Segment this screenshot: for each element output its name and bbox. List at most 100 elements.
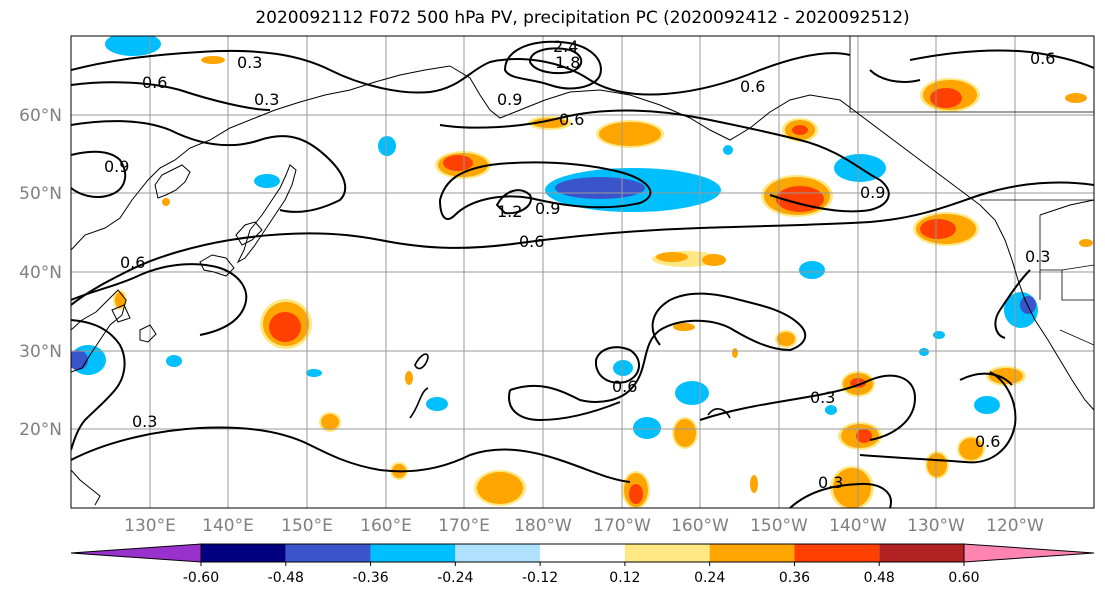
shade-negative <box>974 396 1000 414</box>
colorbar-bin <box>709 544 795 562</box>
colorbar-tick-label: 0.24 <box>694 570 725 586</box>
shade-positive-strong <box>792 125 808 135</box>
shade-positive <box>405 371 413 385</box>
contour-label: 0.3 <box>237 53 262 72</box>
lat-label: 40°N <box>19 263 62 283</box>
contour-label: 0.6 <box>120 253 145 272</box>
shade-positive <box>162 198 170 206</box>
colorbar-tick-label: 0.60 <box>948 570 979 586</box>
shade-positive <box>927 453 947 477</box>
shade-positive <box>321 414 339 430</box>
shade-positive-strong <box>930 88 962 108</box>
lat-label: 50°N <box>19 184 62 204</box>
shade-positive <box>532 118 568 128</box>
pv-contours <box>71 40 1094 508</box>
colorbar-extension-high <box>963 543 1095 563</box>
shade-positive <box>477 472 523 504</box>
shade-positive <box>656 252 688 262</box>
colorbar-tick-label: -0.12 <box>522 570 558 586</box>
lon-label: 160°W <box>671 516 729 536</box>
lat-axis: 60°N 50°N 40°N 30°N 20°N <box>19 106 62 440</box>
shade-negative-strong <box>555 177 645 199</box>
colorbar-tick-label: 0.36 <box>779 570 810 586</box>
colorbar-bin <box>201 544 286 562</box>
lon-label: 170°E <box>438 516 490 536</box>
lon-label: 170°W <box>593 516 651 536</box>
shade-positive-strong <box>629 484 643 504</box>
contour-label: 0.6 <box>519 232 544 251</box>
contour-label: 0.9 <box>497 90 522 109</box>
coastlines <box>71 65 1094 506</box>
colorbar-outline <box>200 543 965 563</box>
shade-negative <box>633 417 661 439</box>
lon-label: 150°W <box>750 516 808 536</box>
shade-negative <box>378 136 396 156</box>
shade-negative <box>254 174 280 188</box>
shade-negative <box>166 355 182 367</box>
lon-label: 130°W <box>907 516 965 536</box>
contour-label: 2.4 <box>553 37 578 56</box>
colorbar-bin <box>285 544 371 562</box>
shade-positive <box>599 122 661 146</box>
contour-label: 0.9 <box>535 199 560 218</box>
colorbar-bin <box>540 544 625 562</box>
contour-label: 0.6 <box>142 73 167 92</box>
contour-label: 0.6 <box>1030 49 1055 68</box>
contour-label: 0.6 <box>559 110 584 129</box>
contour-label: 0.3 <box>254 90 279 109</box>
colorbar-bin <box>624 544 710 562</box>
shade-positive-strong <box>443 155 473 171</box>
lon-label: 120°W <box>986 516 1044 536</box>
shade-positive <box>674 419 696 447</box>
shade-positive <box>959 438 983 460</box>
contour-label: 0.9 <box>104 157 129 176</box>
shade-positive <box>732 348 738 358</box>
contour-labels: 0.3 0.6 0.3 0.9 0.6 0.6 1.8 2.4 0.9 0.6 … <box>104 37 1055 492</box>
lat-label: 20°N <box>19 420 62 440</box>
shade-positive <box>702 254 726 266</box>
lon-label: 140°W <box>829 516 887 536</box>
shade-positive <box>989 368 1023 384</box>
chart-title: 2020092112 F072 500 hPa PV, precipitatio… <box>255 8 910 28</box>
contour-label: 0.6 <box>740 77 765 96</box>
colorbar-tick-label: -0.36 <box>352 570 388 586</box>
shade-positive <box>777 332 795 346</box>
lon-label: 140°E <box>202 516 254 536</box>
shade-positive <box>673 323 695 331</box>
shade-positive-strong <box>269 312 301 342</box>
colorbar-bin <box>455 544 541 562</box>
lon-label: 130°E <box>124 516 176 536</box>
colorbar: -0.60 -0.48 -0.36 -0.24 -0.12 0.12 0.24 0.36 0.4… <box>70 543 1095 586</box>
shade-positive <box>750 475 758 493</box>
shade-negative <box>426 397 448 411</box>
contour-label: 0.6 <box>975 432 1000 451</box>
shade-positive <box>1079 239 1093 247</box>
lat-label: 30°N <box>19 342 62 362</box>
lat-label: 60°N <box>19 106 62 126</box>
colorbar-bin <box>370 544 456 562</box>
contour-label: 0.3 <box>1025 247 1050 266</box>
shade-negative <box>799 261 825 279</box>
lon-axis: 130°E 140°E 150°E 160°E 170°E 180°W 170°… <box>124 516 1044 536</box>
shade-negative <box>933 331 945 339</box>
shade-positive <box>201 56 225 64</box>
contour-label: 0.3 <box>132 412 157 431</box>
colorbar-tick-label: -0.48 <box>268 570 304 586</box>
shade-negative <box>723 145 733 155</box>
shade-positive <box>1065 93 1087 103</box>
colorbar-tick-label: 0.48 <box>864 570 895 586</box>
contour-label: 0.6 <box>612 377 637 396</box>
contour-label: 0.9 <box>860 183 885 202</box>
lon-label: 160°E <box>360 516 412 536</box>
colorbar-bin <box>879 544 964 562</box>
contour-label: 0.3 <box>818 473 843 492</box>
shade-negative <box>919 348 929 356</box>
colorbar-tick-label: -0.60 <box>183 570 219 586</box>
map-frame <box>70 35 1095 509</box>
borders <box>849 36 1094 346</box>
colorbar-bin <box>794 544 880 562</box>
shade-negative <box>105 36 161 56</box>
shade-positive-strong <box>856 429 872 443</box>
colorbar-tick-label: -0.24 <box>437 570 473 586</box>
